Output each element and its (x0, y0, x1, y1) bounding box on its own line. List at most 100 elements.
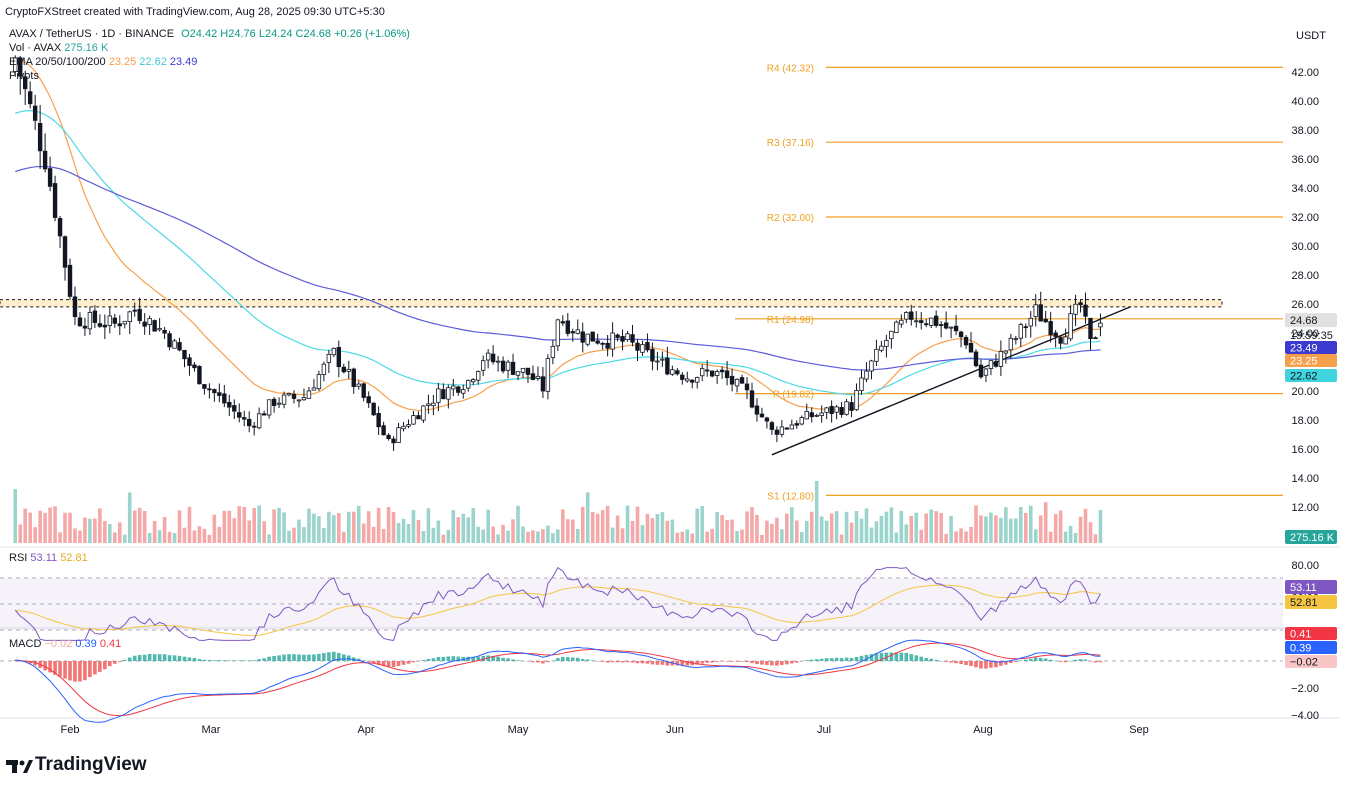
candle-body (874, 348, 879, 362)
volume-bar (720, 515, 724, 543)
symbol-legend[interactable]: AVAX / TetherUS · 1D · BINANCE O24.42 H2… (9, 28, 410, 40)
candle (948, 326, 954, 339)
candle (953, 314, 959, 336)
macd-histogram-bar (1068, 660, 1073, 662)
volume-bar (695, 508, 700, 543)
pivots-legend[interactable]: Pivots (9, 70, 39, 82)
volume-bar (122, 534, 127, 543)
rsi-label: RSI (9, 552, 28, 564)
candle-body (719, 369, 725, 373)
volume-bar (401, 518, 406, 543)
candle-body (998, 350, 1004, 367)
volume-bar (665, 520, 670, 543)
volume-bar (989, 512, 993, 543)
volume-bar (755, 515, 759, 543)
candle-body (247, 418, 252, 427)
candle-body (256, 413, 262, 429)
candle (789, 419, 795, 430)
volume-legend[interactable]: Vol · AVAX 275.16 K (9, 42, 108, 54)
macd-histogram-bar (376, 661, 381, 665)
candle-body (18, 57, 23, 77)
candle (759, 407, 765, 418)
candle-body (356, 383, 361, 387)
macd-histogram-bar (172, 655, 177, 661)
candle (97, 314, 103, 328)
candle-body (13, 57, 18, 72)
macd-histogram-bar (869, 654, 874, 661)
macd-histogram-bar (257, 659, 261, 661)
candle-body (212, 389, 217, 394)
candle-body (943, 322, 949, 329)
macd-histogram-bar (461, 656, 466, 661)
macd-histogram-bar (142, 654, 147, 661)
candle-body (784, 427, 790, 430)
candle-body (162, 329, 167, 334)
candle-body (157, 328, 162, 331)
volume-bar (327, 511, 331, 543)
volume-bar (1028, 505, 1033, 543)
volume-bar (416, 519, 421, 543)
candle (47, 156, 53, 192)
candle (182, 349, 187, 368)
candle-body (331, 347, 337, 356)
volume-bar (137, 507, 142, 543)
candle-body (595, 340, 600, 344)
candle-body (968, 342, 974, 353)
candle-body (366, 396, 371, 404)
volume-bar (640, 525, 645, 543)
volume-bar (366, 511, 371, 543)
candle-body (177, 342, 182, 351)
volume-bar (396, 522, 401, 543)
volume-bar (237, 506, 242, 543)
candle (421, 405, 426, 423)
candle (924, 319, 929, 328)
volume-bar (167, 531, 172, 543)
macd-histogram-bar (317, 653, 321, 661)
candle-body (978, 364, 984, 378)
volume-bar (799, 531, 804, 543)
macd-histogram-bar (28, 661, 32, 664)
macd-histogram-bar (361, 660, 366, 661)
candle-body (82, 325, 88, 329)
candle-body (242, 417, 247, 420)
candle-body (973, 351, 979, 367)
rsi-legend[interactable]: RSI 53.11 52.81 (9, 552, 88, 564)
candle (117, 315, 122, 335)
candle (530, 365, 536, 381)
candle-body (406, 424, 411, 427)
candle (794, 420, 799, 429)
macd-histogram-bar (1098, 661, 1103, 663)
credit-text: CryptoFXStreet created with TradingView.… (5, 6, 385, 18)
candle (864, 362, 869, 383)
tradingview-logo (6, 760, 33, 773)
macd-histogram-bar (242, 660, 247, 661)
volume-bar (227, 510, 232, 543)
macd-histogram-bar (834, 657, 839, 661)
ema-legend[interactable]: EMA 20/50/100/200 23.25 22.62 23.49 (9, 56, 197, 68)
macd-histogram-bar (566, 657, 570, 661)
candle (550, 339, 556, 365)
candle (824, 406, 829, 420)
macd-hist-value: −0.02 (44, 638, 73, 650)
candle-body (1068, 313, 1073, 340)
candle-body (1008, 337, 1014, 351)
candle (411, 410, 416, 425)
candle-body (167, 333, 172, 348)
macd-histogram-bar (730, 661, 734, 662)
macd-histogram-bar (103, 661, 107, 670)
volume-bar (730, 519, 734, 543)
candle-body (500, 360, 506, 372)
candle (605, 334, 610, 357)
candle (754, 398, 760, 422)
price-tick: 12.00 (1291, 502, 1319, 514)
candle-body (645, 342, 650, 351)
volume-bar (53, 506, 57, 543)
candle-body (431, 402, 436, 407)
macd-histogram-bar (615, 661, 620, 663)
candle (635, 339, 640, 362)
macd-legend[interactable]: MACD −0.02 0.39 0.41 (9, 638, 121, 650)
candle-body (396, 427, 401, 443)
candle (709, 370, 715, 378)
currency-label: USDT (1296, 30, 1326, 42)
